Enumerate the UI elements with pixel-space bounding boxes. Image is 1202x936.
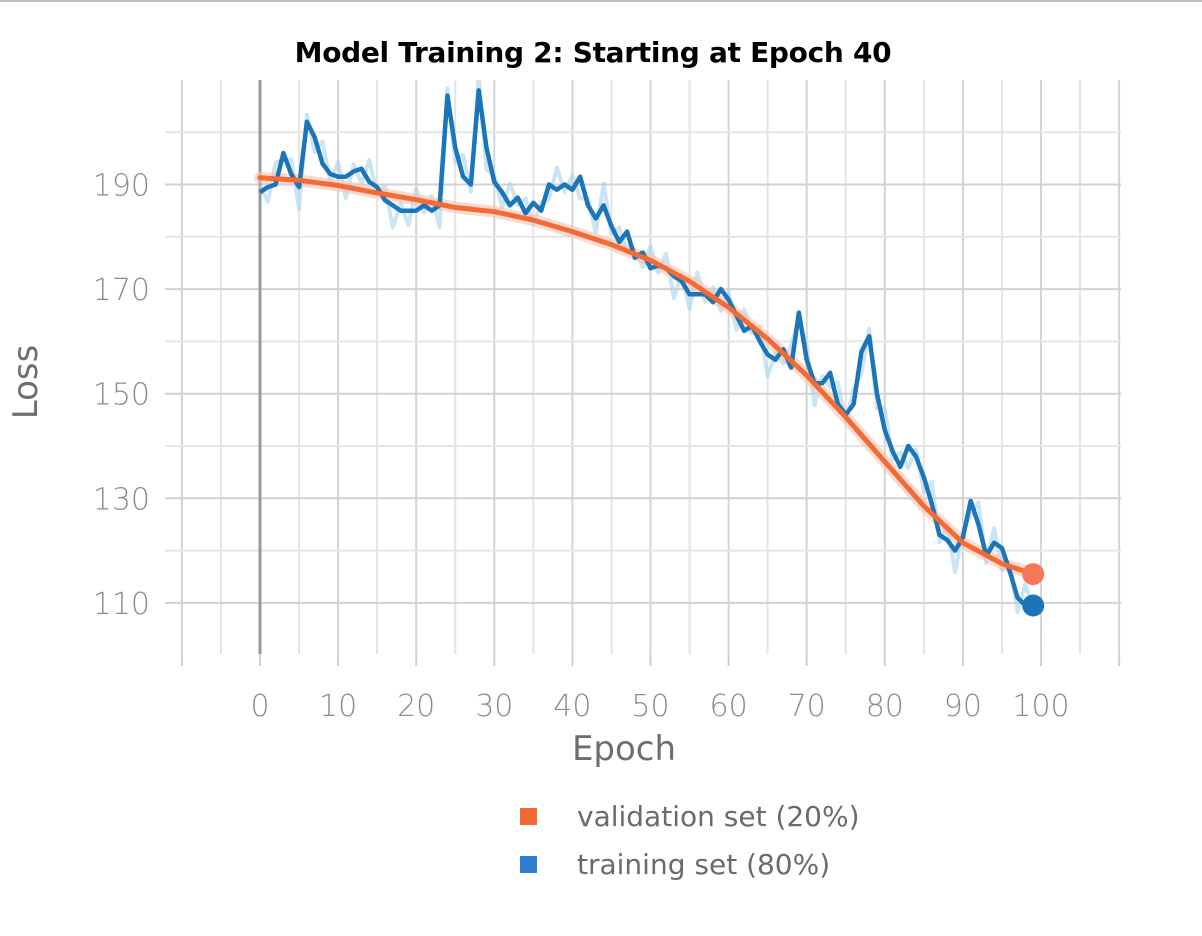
legend-swatch-validation — [520, 807, 537, 825]
legend-swatch-training — [520, 855, 537, 873]
top-border — [0, 0, 1202, 2]
training-raw-line — [258, 80, 1036, 615]
x-tick-label: 10 — [319, 689, 357, 724]
x-tick-label: 20 — [397, 689, 435, 724]
y-axis-label: Loss — [6, 345, 46, 420]
series-lines — [254, 80, 1040, 615]
x-tick-label: 60 — [710, 689, 748, 724]
x-tick-label: 40 — [553, 689, 591, 724]
legend-item-validation: validation set (20%) — [520, 792, 860, 840]
y-tick-label: 130 — [93, 482, 150, 517]
y-tick-label: 110 — [93, 587, 150, 622]
x-tick-label: 50 — [631, 689, 669, 724]
x-tick-label: 0 — [250, 689, 269, 724]
training-end-marker — [1022, 594, 1045, 617]
x-tick-label: 70 — [788, 689, 826, 724]
x-tick-label: 30 — [475, 689, 513, 724]
training-line — [258, 88, 1034, 608]
legend-item-training: training set (80%) — [520, 840, 860, 888]
y-tick-label: 190 — [93, 169, 150, 204]
x-axis-label: Epoch — [572, 729, 676, 769]
legend: validation set (20%) training set (80%) — [520, 792, 860, 888]
validation-end-marker — [1022, 563, 1045, 586]
chart-title: Model Training 2: Starting at Epoch 40 — [294, 36, 892, 69]
validation-line — [257, 175, 1036, 577]
y-tick-label: 150 — [93, 378, 150, 413]
legend-label-training: training set (80%) — [577, 847, 831, 881]
x-tick-label: 90 — [944, 689, 982, 724]
x-tick-label: 100 — [1012, 689, 1069, 724]
x-tick-label: 80 — [866, 689, 904, 724]
grid — [165, 80, 1121, 666]
y-tick-label: 170 — [93, 273, 150, 308]
tick-labels: 0 10 20 30 40 50 60 70 80 90 100 110 130 150 170 190 — [93, 169, 1070, 725]
series-layer — [254, 80, 1045, 617]
legend-label-validation: validation set (20%) — [577, 799, 860, 833]
